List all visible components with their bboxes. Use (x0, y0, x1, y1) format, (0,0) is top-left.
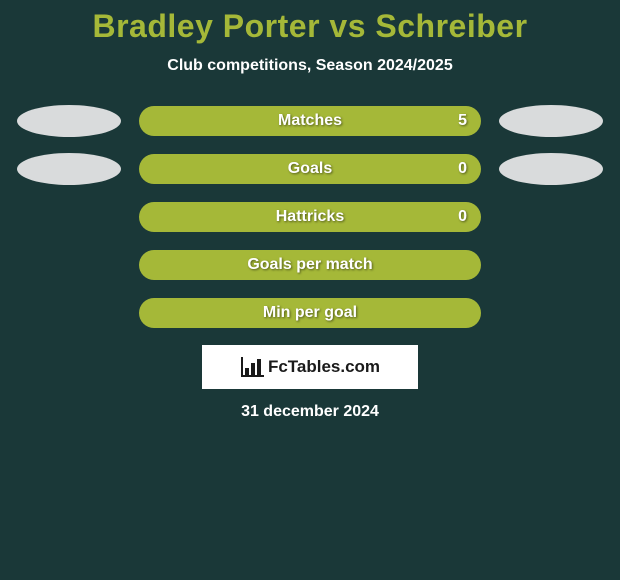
infographic-container: Bradley Porter vs Schreiber Club competi… (0, 0, 620, 421)
stat-label: Matches (278, 112, 342, 130)
stat-bar: Goals per match (139, 250, 481, 280)
right-placeholder (499, 297, 603, 329)
date: 31 december 2024 (0, 403, 620, 421)
stat-row: Matches 5 (0, 105, 620, 137)
stat-row: Goals 0 (0, 153, 620, 185)
stat-value: 0 (458, 160, 467, 178)
stat-value: 5 (458, 112, 467, 130)
right-ellipse (499, 153, 603, 185)
stat-label: Goals (288, 160, 332, 178)
left-placeholder (17, 249, 121, 281)
stat-bar: Goals 0 (139, 154, 481, 184)
stat-rows: Matches 5 Goals 0 Hattricks 0 Goals per match M… (0, 105, 620, 329)
stat-value: 0 (458, 208, 467, 226)
stat-label: Hattricks (276, 208, 344, 226)
left-placeholder (17, 201, 121, 233)
stat-row: Hattricks 0 (0, 201, 620, 233)
right-placeholder (499, 201, 603, 233)
logo-box: FcTables.com (202, 345, 418, 389)
right-ellipse (499, 105, 603, 137)
stat-label: Min per goal (263, 304, 357, 322)
stat-row: Min per goal (0, 297, 620, 329)
bar-chart-icon (240, 357, 264, 377)
stat-label: Goals per match (247, 256, 372, 274)
left-placeholder (17, 297, 121, 329)
subtitle: Club competitions, Season 2024/2025 (0, 57, 620, 75)
stat-bar: Min per goal (139, 298, 481, 328)
right-placeholder (499, 249, 603, 281)
stat-row: Goals per match (0, 249, 620, 281)
logo-text: FcTables.com (268, 357, 380, 377)
left-ellipse (17, 105, 121, 137)
page-title: Bradley Porter vs Schreiber (0, 8, 620, 45)
left-ellipse (17, 153, 121, 185)
stat-bar: Hattricks 0 (139, 202, 481, 232)
stat-bar: Matches 5 (139, 106, 481, 136)
